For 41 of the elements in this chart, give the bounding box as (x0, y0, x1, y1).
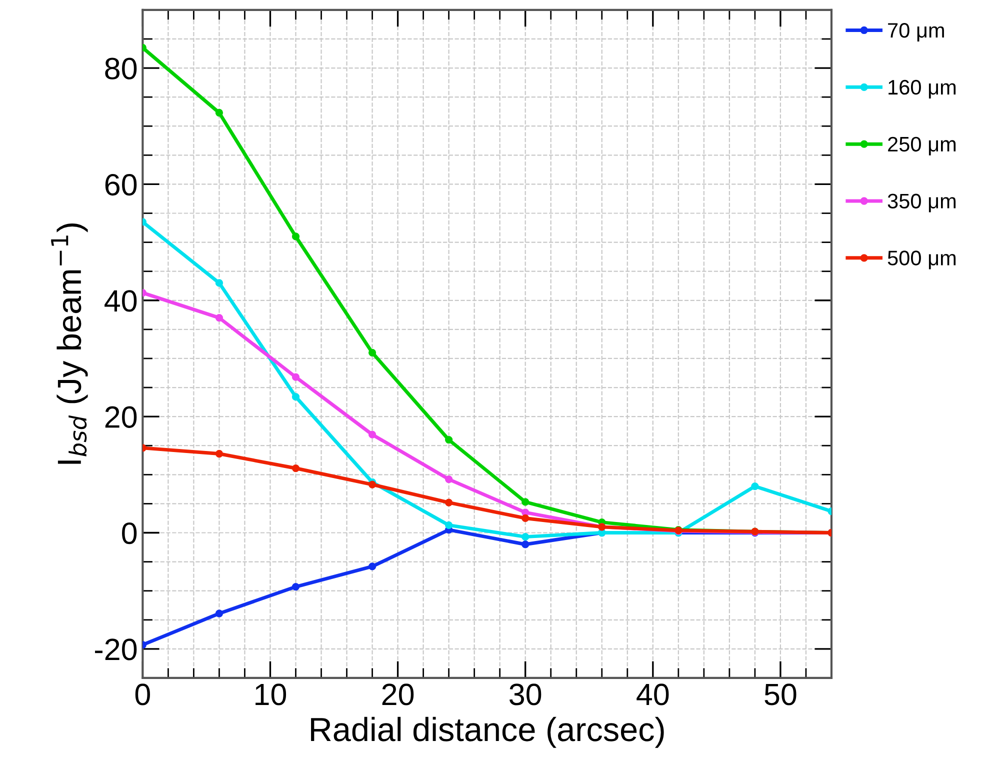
y-tick-label: -20 (95, 638, 137, 660)
point (522, 540, 530, 548)
x-axis-title: Radial distance (arcsec) (311, 716, 664, 748)
y-tick-label: 20 (105, 406, 137, 428)
point (522, 514, 530, 522)
y-tick-label: 40 (104, 290, 137, 312)
point (751, 482, 759, 490)
point (368, 562, 376, 570)
y-tick-label: 60 (105, 174, 137, 196)
point (215, 610, 224, 618)
point (292, 582, 300, 591)
point (368, 430, 376, 438)
point (292, 464, 300, 472)
point (522, 498, 530, 506)
point (292, 232, 300, 240)
point (444, 436, 453, 444)
point (215, 314, 224, 322)
point (292, 392, 300, 401)
y-axis-title: I$_{bsd}$ (Jy beam$^{−1}$) (51, 224, 88, 464)
y-tick-label: 0 (122, 522, 137, 544)
point (215, 450, 224, 458)
legend-label: 250 μm (888, 136, 956, 156)
point (444, 475, 453, 484)
y-tick-label: 80 (105, 58, 137, 80)
point (215, 108, 224, 117)
x-tick-label: 30 (510, 684, 542, 706)
x-tick-label: 10 (256, 684, 286, 706)
x-tick-label: 40 (636, 684, 669, 706)
x-tick-label: 50 (764, 684, 796, 706)
point (368, 348, 376, 356)
legend-label: 160 μm (888, 80, 956, 98)
point (215, 279, 224, 287)
point (368, 480, 376, 488)
legend-label: 70 μm (888, 22, 944, 42)
legend-label: 350 μm (888, 194, 956, 212)
legend-label: 500 μm (888, 250, 956, 270)
point (444, 521, 453, 530)
point (292, 373, 300, 381)
point (444, 498, 453, 506)
point (522, 532, 530, 541)
x-tick-label: 20 (382, 684, 414, 706)
